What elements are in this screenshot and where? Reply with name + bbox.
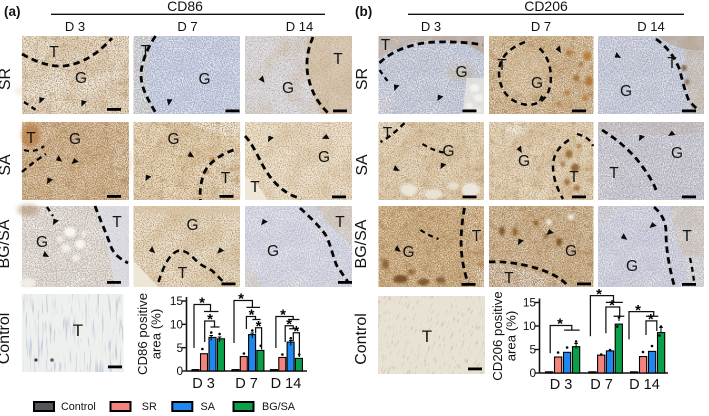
svg-text:T: T bbox=[381, 37, 391, 54]
svg-text:D 14: D 14 bbox=[637, 19, 664, 34]
svg-text:D 3: D 3 bbox=[65, 19, 85, 34]
svg-text:(b): (b) bbox=[355, 4, 372, 19]
svg-text:D 7: D 7 bbox=[590, 377, 613, 393]
svg-text:*: * bbox=[207, 311, 213, 328]
svg-text:D 3: D 3 bbox=[421, 19, 441, 34]
svg-text:SR: SR bbox=[0, 68, 14, 90]
svg-text:T: T bbox=[422, 327, 432, 346]
svg-text:CD86: CD86 bbox=[167, 0, 203, 14]
svg-text:T: T bbox=[609, 165, 619, 182]
svg-text:T: T bbox=[141, 43, 151, 60]
svg-text:T: T bbox=[26, 130, 36, 147]
svg-text:0: 0 bbox=[176, 364, 183, 378]
svg-text:T: T bbox=[472, 228, 482, 245]
svg-text:G: G bbox=[75, 70, 87, 87]
svg-text:SA: SA bbox=[354, 154, 371, 176]
svg-text:T: T bbox=[682, 228, 692, 245]
svg-text:G: G bbox=[531, 75, 543, 92]
svg-text:G: G bbox=[186, 217, 198, 234]
svg-text:(a): (a) bbox=[4, 4, 21, 19]
svg-text:*: * bbox=[648, 311, 654, 328]
svg-text:G: G bbox=[167, 131, 179, 148]
svg-text:SA: SA bbox=[201, 401, 216, 413]
svg-text:15: 15 bbox=[523, 296, 537, 310]
svg-text:G: G bbox=[442, 143, 454, 160]
svg-text:D 14: D 14 bbox=[629, 377, 660, 393]
svg-text:*: * bbox=[557, 316, 563, 333]
svg-text:T: T bbox=[667, 55, 677, 72]
svg-text:G: G bbox=[267, 243, 279, 260]
svg-text:G: G bbox=[36, 234, 48, 251]
svg-text:G: G bbox=[198, 71, 210, 88]
svg-text:D 3: D 3 bbox=[550, 377, 573, 393]
svg-text:D 3: D 3 bbox=[192, 376, 215, 392]
svg-text:T: T bbox=[73, 321, 83, 340]
svg-text:T: T bbox=[250, 179, 260, 196]
svg-text:BG/SA: BG/SA bbox=[0, 219, 13, 268]
svg-text:Control: Control bbox=[353, 313, 370, 365]
svg-text:T: T bbox=[383, 125, 393, 142]
svg-text:BG/SA: BG/SA bbox=[353, 219, 370, 268]
svg-text:G: G bbox=[318, 149, 330, 166]
svg-text:G: G bbox=[518, 153, 530, 170]
svg-text:*: * bbox=[635, 302, 641, 319]
svg-text:*: * bbox=[238, 291, 244, 308]
svg-text:5: 5 bbox=[176, 341, 183, 355]
svg-text:T: T bbox=[333, 51, 343, 68]
svg-text:0: 0 bbox=[529, 366, 536, 380]
svg-text:*: * bbox=[199, 295, 205, 312]
svg-text:area (%): area (%) bbox=[149, 309, 164, 360]
svg-text:T: T bbox=[178, 265, 188, 282]
svg-text:*: * bbox=[596, 286, 602, 303]
svg-text:D 14: D 14 bbox=[271, 376, 302, 392]
svg-text:5: 5 bbox=[529, 343, 536, 357]
svg-text:D 14: D 14 bbox=[286, 19, 313, 34]
svg-text:G: G bbox=[455, 64, 467, 81]
svg-text:*: * bbox=[609, 297, 615, 314]
svg-text:T: T bbox=[335, 214, 345, 231]
svg-text:area (%): area (%) bbox=[504, 311, 519, 362]
svg-text:BG/SA: BG/SA bbox=[262, 401, 296, 413]
svg-text:CD206 positive: CD206 positive bbox=[490, 291, 505, 380]
svg-text:T: T bbox=[504, 270, 514, 287]
svg-text:*: * bbox=[286, 316, 292, 333]
svg-text:10: 10 bbox=[523, 319, 537, 333]
svg-text:15: 15 bbox=[170, 294, 184, 308]
svg-text:T: T bbox=[112, 214, 122, 231]
svg-text:T: T bbox=[49, 44, 59, 61]
svg-text:*: * bbox=[280, 307, 286, 324]
svg-text:G: G bbox=[69, 131, 81, 148]
svg-text:D 7: D 7 bbox=[531, 19, 551, 34]
svg-text:SR: SR bbox=[354, 68, 371, 90]
svg-text:G: G bbox=[402, 244, 414, 261]
svg-text:T: T bbox=[569, 169, 579, 186]
svg-text:CD86 positive: CD86 positive bbox=[135, 293, 150, 375]
svg-text:T: T bbox=[221, 170, 231, 187]
svg-text:G: G bbox=[626, 258, 638, 275]
svg-text:*: * bbox=[293, 323, 299, 340]
svg-text:G: G bbox=[671, 145, 683, 162]
svg-text:D 7: D 7 bbox=[177, 19, 197, 34]
svg-text:G: G bbox=[620, 83, 632, 100]
svg-text:G: G bbox=[282, 80, 294, 97]
svg-text:*: * bbox=[256, 318, 262, 335]
svg-text:SR: SR bbox=[142, 401, 157, 413]
svg-text:G: G bbox=[565, 243, 577, 260]
svg-text:CD206: CD206 bbox=[524, 0, 568, 14]
svg-text:T: T bbox=[497, 57, 507, 74]
svg-text:Control: Control bbox=[0, 313, 13, 365]
svg-text:*: * bbox=[249, 307, 255, 324]
svg-text:D 7: D 7 bbox=[235, 376, 258, 392]
svg-text:10: 10 bbox=[170, 318, 184, 332]
svg-text:Control: Control bbox=[61, 401, 96, 413]
svg-text:SA: SA bbox=[0, 154, 14, 176]
